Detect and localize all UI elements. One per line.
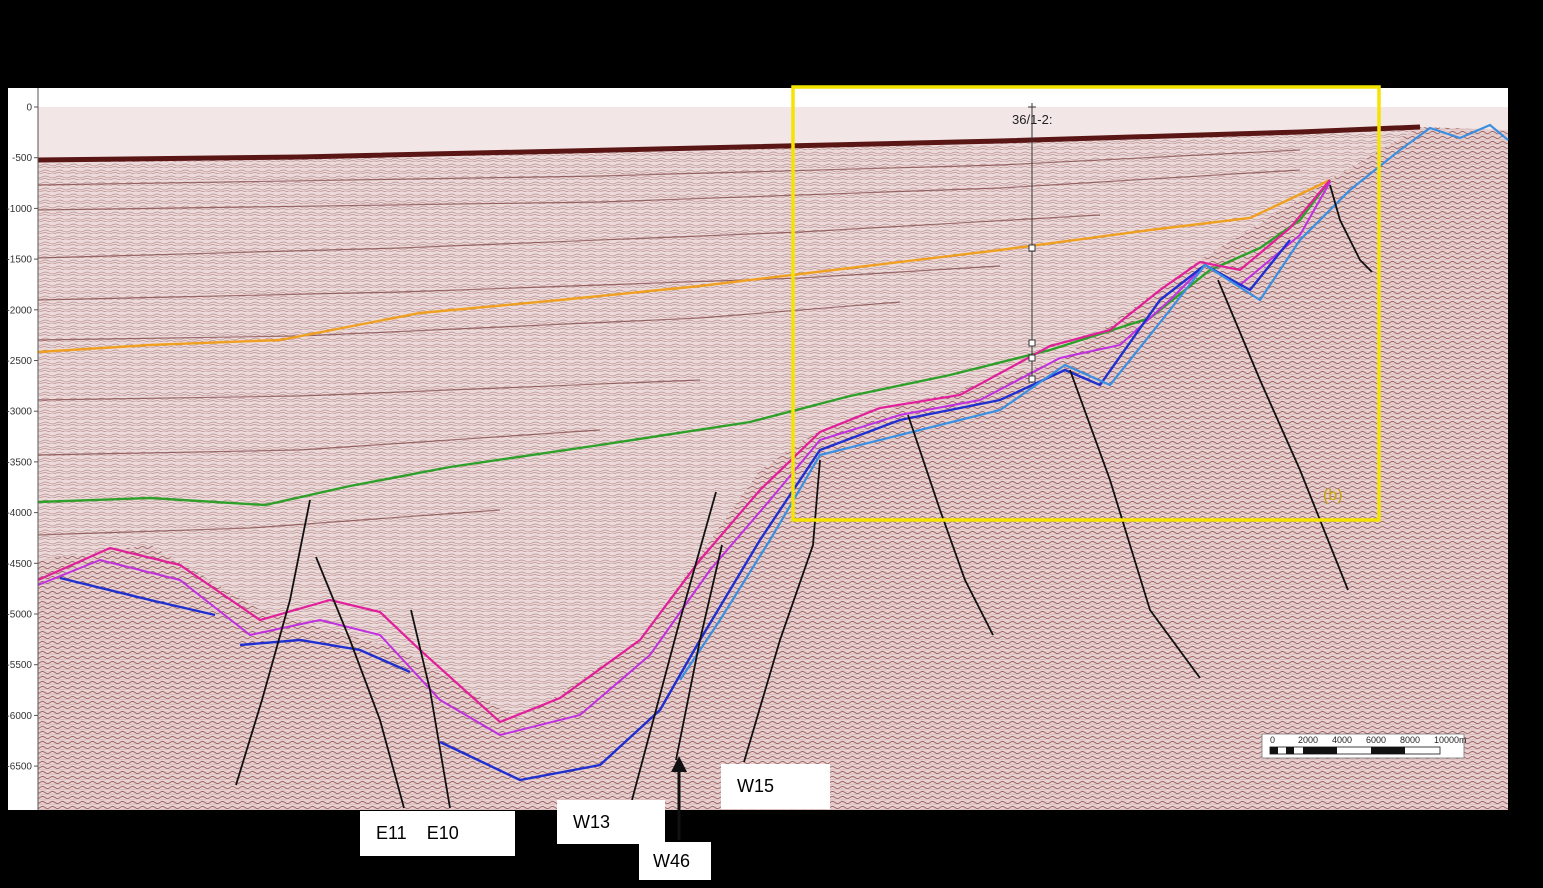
depth-tick-label: -2000 [6,305,32,316]
depth-tick-label: -500 [12,153,32,164]
label-w46: W46 [639,842,711,880]
depth-tick-label: -1500 [6,255,32,266]
highlight-box [791,85,1381,522]
horizon-green [37,179,1331,507]
well-marker [1028,103,1036,383]
scale-bar-label: 2000 [1298,735,1318,745]
label-w13: W13 [557,800,665,844]
fault-label-w46: W46 [653,850,691,871]
fault-label-e11: E11 [376,823,407,843]
scale-bar-label: 10000m [1434,735,1467,745]
highlight-box-label: (b) [1323,487,1343,504]
depth-tick-label: -5500 [6,660,32,671]
depth-tick-label: -3000 [6,407,32,418]
scale-bar-label: 8000 [1400,735,1420,745]
depth-tick-label: -5000 [6,610,32,621]
scale-bar-label: 0 [1270,735,1275,745]
depth-tick-label: -4000 [6,508,32,519]
depth-tick-label: -2500 [6,356,32,367]
fault-label-w15: W15 [737,776,775,796]
depth-tick-label: -6500 [6,762,32,773]
depth-tick-label: -4500 [6,559,32,570]
scale-bar-label: 4000 [1332,735,1352,745]
label-w15: W15 [721,764,830,809]
horizon-violet [37,181,1331,737]
well-name: 36/1-2: [1012,112,1052,127]
fault-label-w13: W13 [573,811,611,832]
depth-tick-label: -1000 [6,204,32,215]
reflector-lines [37,149,1301,536]
depth-axis: 0 -500 -1000 -1500 -2000 -2500 -3000 -3500 -4000… [6,103,38,773]
label-e11-e10: E11 E10 [360,811,515,856]
scale-bar-label: 6000 [1366,735,1386,745]
arrow-w46-head [671,756,687,772]
depth-tick-label: -6000 [6,711,32,722]
seabed-reflector [37,124,1421,163]
fault-label-e10: E10 [426,823,459,843]
horizon-orange [37,178,1331,354]
horizon-blue [59,239,1291,782]
fault-lines [235,184,1373,809]
depth-tick-label: 0 [26,103,32,114]
horizon-lightblue [679,123,1509,681]
scale-bar: 0 2000 4000 6000 8000 10000m [1261,733,1467,759]
seismic-basement [38,127,1508,810]
horizon-magenta [37,179,1331,724]
depth-tick-label: -3500 [6,457,32,468]
